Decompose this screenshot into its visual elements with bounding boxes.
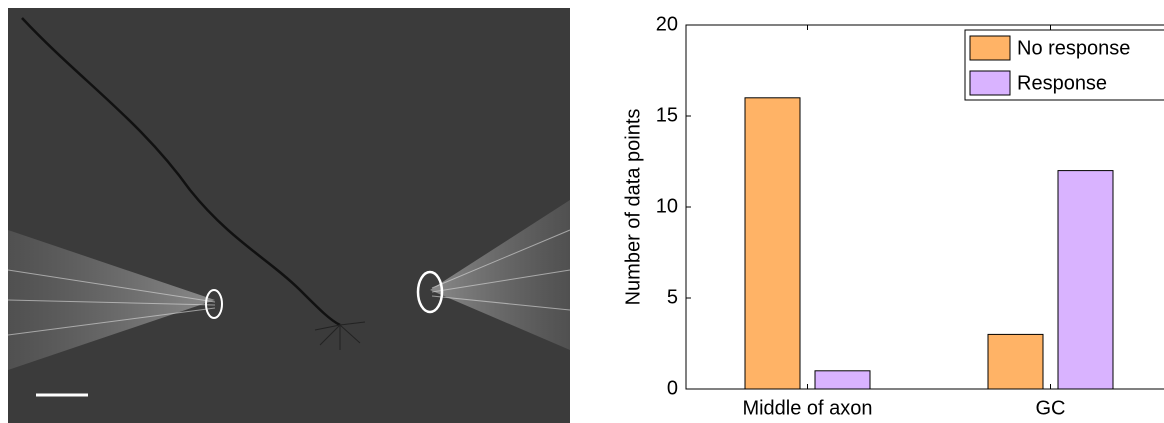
pipette-right — [430, 200, 570, 350]
legend-swatch — [969, 35, 1011, 61]
legend-swatch — [969, 70, 1011, 96]
micrograph-background — [8, 8, 570, 423]
x-tick-label: Middle of axon — [742, 397, 872, 419]
growth-cone — [314, 321, 366, 350]
y-axis-label: Number of data points — [622, 109, 644, 306]
y-tick-label: 10 — [656, 195, 678, 217]
bar — [744, 97, 801, 390]
y-tick-label: 0 — [667, 377, 678, 399]
pipette-streaks — [7, 269, 216, 336]
pipette-tip-right — [416, 270, 444, 314]
bar — [1057, 170, 1114, 390]
pipette-streaks — [431, 229, 571, 311]
pipette-left — [8, 230, 215, 370]
axon — [21, 17, 341, 327]
legend-label: Response — [1017, 72, 1107, 94]
bar — [814, 370, 871, 390]
pipette-tip-left — [205, 289, 223, 319]
y-tick-label: 15 — [656, 104, 678, 126]
bar — [987, 333, 1044, 390]
x-tick-label: GC — [1036, 397, 1066, 419]
legend-label: No response — [1017, 37, 1130, 59]
micrograph — [7, 8, 571, 423]
y-tick-label: 5 — [667, 286, 678, 308]
y-tick-label: 20 — [656, 13, 678, 35]
